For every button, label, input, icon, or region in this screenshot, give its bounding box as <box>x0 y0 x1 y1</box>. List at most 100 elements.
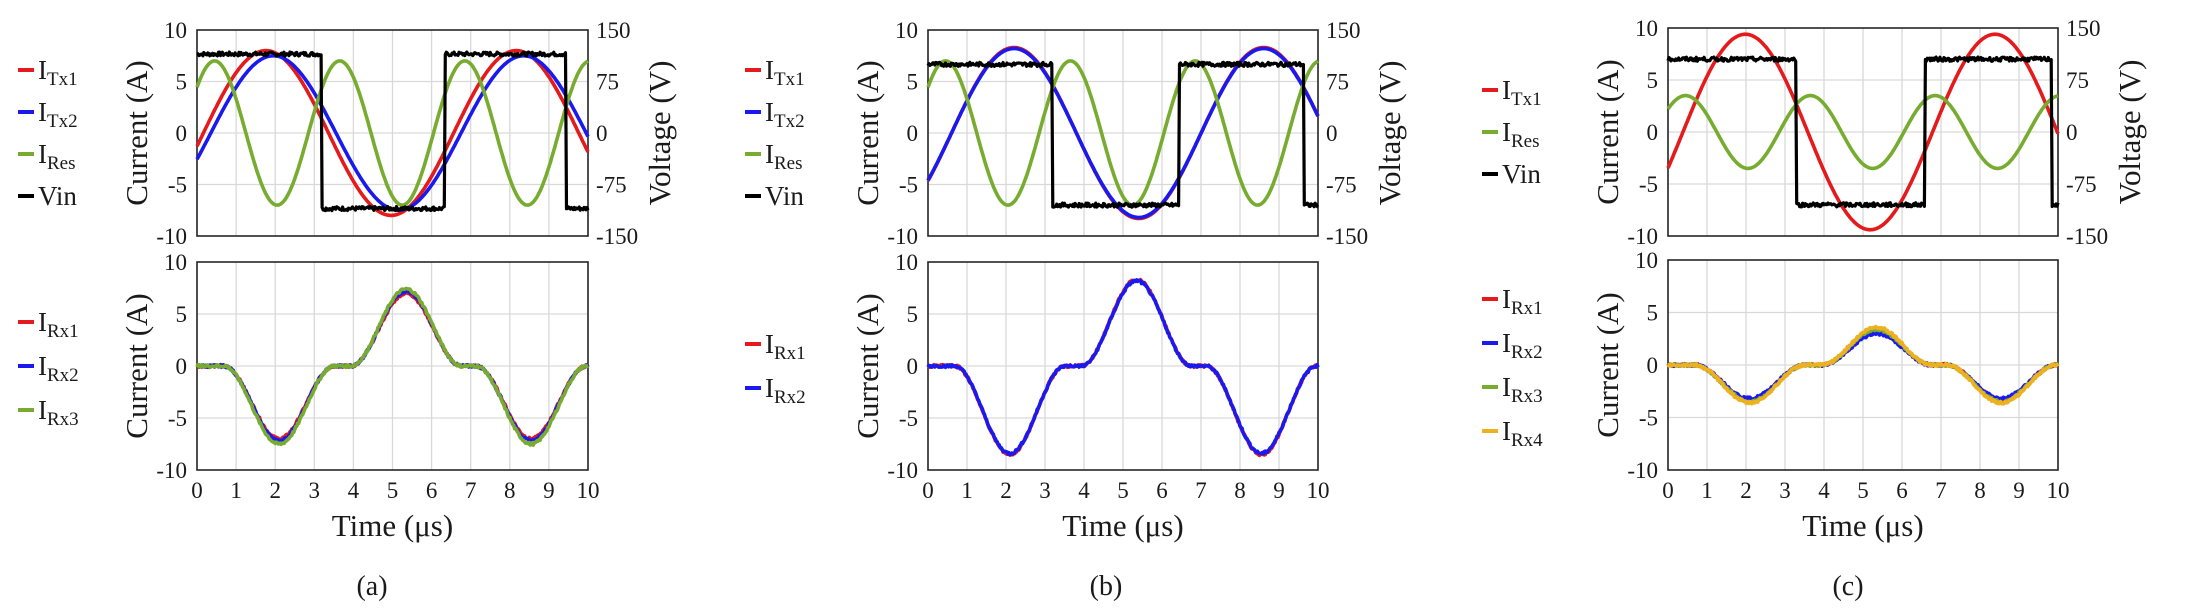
x-axis-label: Time (μs) <box>1062 508 1183 543</box>
legend-label: ITx1 <box>38 55 78 90</box>
x-tick-label: 0 <box>922 478 934 503</box>
y-tick-label: -10 <box>156 224 187 249</box>
legend-bottom-b: IRx1 IRx2 <box>745 329 806 408</box>
y-tick-label: 5 <box>176 70 188 95</box>
x-tick-label: 8 <box>504 478 516 503</box>
x-tick-label: 4 <box>1818 478 1830 503</box>
y2-tick-label: -150 <box>2066 224 2108 249</box>
legend-label: Vin <box>1502 159 1541 189</box>
x-tick-label: 1 <box>961 478 973 503</box>
panel-caption: (b) <box>1090 571 1123 602</box>
y2-tick-label: 150 <box>596 18 631 43</box>
x-tick-label: 5 <box>1857 478 1869 503</box>
legend-label: ITx2 <box>38 97 78 132</box>
y-tick-label: 5 <box>1647 68 1659 93</box>
legend-label: Vin <box>765 181 804 211</box>
panel-caption: (a) <box>356 571 387 602</box>
legend-label: IRx3 <box>38 395 79 430</box>
y2-tick-label: -75 <box>596 173 627 198</box>
legend-label: IRx3 <box>1502 372 1543 407</box>
x-tick-label: 7 <box>465 478 477 503</box>
x-tick-label: 2 <box>1000 478 1012 503</box>
x-tick-label: 7 <box>1195 478 1207 503</box>
y-tick-label: 5 <box>907 70 919 95</box>
series-line-IRx4 <box>1666 324 2060 406</box>
y2-axis-label: Voltage (V) <box>2112 60 2147 205</box>
x-tick-label: 9 <box>543 478 555 503</box>
legend-label: IRes <box>765 139 803 174</box>
y-tick-label: -5 <box>168 173 187 198</box>
y-axis-label: Current (A) <box>119 60 154 205</box>
y2-tick-label: 0 <box>596 121 608 146</box>
y2-tick-label: 0 <box>1326 121 1338 146</box>
y-tick-label: 0 <box>907 121 919 146</box>
x-tick-label: 6 <box>426 478 438 503</box>
legend-label: IRx2 <box>1502 328 1543 363</box>
series-line-IRes <box>1666 93 2059 171</box>
series-line-Vin <box>1666 55 2060 209</box>
x-axis-label: Time (μs) <box>332 508 453 543</box>
y2-tick-label: 0 <box>2066 120 2078 145</box>
x-tick-label: 8 <box>1234 478 1246 503</box>
legend-label: Vin <box>38 181 77 211</box>
y-tick-label: 10 <box>895 250 918 275</box>
legend-label: IRx1 <box>1502 284 1543 319</box>
legend-top-a: ITx1 ITx2 IRes Vin <box>18 55 78 211</box>
legend-top-c: ITx1 IRes Vin <box>1482 75 1542 189</box>
y-tick-label: 10 <box>1635 248 1658 273</box>
series-line-IRes <box>195 59 589 207</box>
y2-tick-label: -75 <box>1326 173 1357 198</box>
x-tick-label: 10 <box>577 478 600 503</box>
y2-tick-label: -150 <box>1326 224 1368 249</box>
legend-label: IRx4 <box>1502 416 1543 451</box>
y2-tick-label: 150 <box>2066 16 2101 41</box>
x-tick-label: 3 <box>309 478 321 503</box>
y2-tick-label: 75 <box>1326 70 1349 95</box>
y-axis-label: Current (A) <box>850 60 885 205</box>
legend-label: IRx1 <box>38 307 79 342</box>
y-axis-label: Current (A) <box>850 293 885 438</box>
y-tick-label: -5 <box>1639 172 1658 197</box>
x-tick-label: 1 <box>230 478 242 503</box>
series-line-IRes <box>926 59 1319 207</box>
y-tick-label: -10 <box>1627 224 1658 249</box>
x-tick-label: 4 <box>1078 478 1090 503</box>
y2-axis-label: Voltage (V) <box>1372 61 1407 206</box>
y-tick-label: 0 <box>176 354 188 379</box>
legend-label: ITx1 <box>1502 75 1542 110</box>
x-tick-label: 7 <box>1935 478 1947 503</box>
y-tick-label: -10 <box>887 224 918 249</box>
legend-top-b: ITx1 ITx2 IRes Vin <box>745 55 805 211</box>
legend-label: IRx1 <box>765 329 806 364</box>
y-tick-label: -5 <box>899 173 918 198</box>
x-tick-label: 2 <box>1740 478 1752 503</box>
y-tick-label: 10 <box>1635 16 1658 41</box>
legend-label: IRes <box>1502 117 1540 152</box>
series-line-ITx1 <box>1666 32 2060 232</box>
y-tick-label: 5 <box>907 302 919 327</box>
y-tick-label: 10 <box>895 18 918 43</box>
y-tick-label: 10 <box>164 250 187 275</box>
y-tick-label: 0 <box>176 121 188 146</box>
y-axis-label: Current (A) <box>1590 292 1625 437</box>
x-tick-label: 2 <box>269 478 281 503</box>
y-tick-label: 5 <box>1647 301 1659 326</box>
series-line-Vin <box>926 60 1319 209</box>
x-tick-label: 9 <box>2013 478 2025 503</box>
x-tick-label: 1 <box>1701 478 1713 503</box>
series-line-IRx3 <box>195 286 590 447</box>
x-tick-label: 4 <box>348 478 360 503</box>
legend-label: IRes <box>38 139 76 174</box>
legend-label: IRx2 <box>38 351 79 386</box>
x-tick-label: 0 <box>191 478 203 503</box>
y-tick-label: -10 <box>156 458 187 483</box>
y-tick-label: 10 <box>164 18 187 43</box>
y-axis-label: Current (A) <box>1590 59 1625 204</box>
